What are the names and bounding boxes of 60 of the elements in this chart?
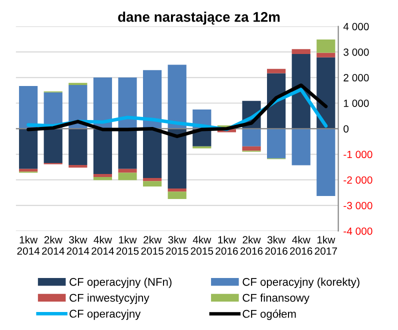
- x-tick-label: 2kw 2016: [240, 236, 263, 255]
- bar: [93, 177, 112, 180]
- chart-title: dane narastające za 12m: [118, 12, 280, 25]
- legend-label: CF finansowy: [242, 294, 310, 304]
- y-tick-label: -2 000: [344, 176, 372, 184]
- bar: [316, 57, 336, 129]
- y-tick-label: 0: [344, 125, 349, 133]
- bar: [143, 181, 162, 186]
- bar: [267, 68, 286, 74]
- bar: [19, 128, 38, 169]
- x-tick-label: 3kw 2015: [166, 236, 188, 255]
- y-tick-label: 2 000: [344, 74, 369, 82]
- x-tick-label: 2kw 2015: [141, 236, 164, 255]
- bar: [168, 64, 186, 129]
- bar: [168, 188, 186, 192]
- bar: [316, 52, 336, 58]
- legend-label: CF inwestycyjny: [70, 294, 150, 304]
- bar: [242, 146, 261, 151]
- bar: [93, 128, 112, 174]
- bar: [118, 78, 137, 129]
- y-tick-label: -4 000: [344, 228, 372, 235]
- bar: [93, 174, 112, 178]
- bar: [242, 128, 261, 146]
- x-tick-label: 3kw 2014: [66, 236, 90, 255]
- bar: [316, 39, 336, 53]
- bar: [316, 128, 336, 196]
- x-tick-label: 4kw 2015: [190, 236, 214, 255]
- x-tick-label: 4kw 2014: [92, 236, 114, 255]
- bar: [68, 165, 88, 168]
- y-tick-label: 4 000: [343, 22, 369, 30]
- bar: [143, 70, 162, 129]
- y-tick-label: -1 000: [344, 150, 372, 158]
- bar: [292, 49, 310, 54]
- x-tick-label: 1kw 2016: [216, 236, 238, 255]
- bar: [168, 128, 186, 189]
- x-tick-label: 4kw 2016: [290, 236, 312, 255]
- bar: [143, 128, 162, 178]
- bar: [118, 128, 137, 169]
- bar: [292, 128, 310, 166]
- x-tick-label: 1kw 2017: [314, 236, 337, 255]
- bar: [168, 192, 186, 200]
- x-tick-label: 3kw 2016: [265, 236, 288, 255]
- x-tick-label: 2kw 2014: [42, 236, 64, 255]
- bar: [267, 128, 286, 158]
- bar: [118, 168, 137, 173]
- bar: [68, 128, 88, 166]
- legend-label: CF operacyjny (NFn): [70, 278, 172, 288]
- x-tick-label: 1kw 2015: [116, 236, 139, 255]
- bar: [118, 172, 137, 180]
- y-tick-label: 3 000: [344, 48, 369, 56]
- x-tick-label: 1kw 2014: [17, 236, 40, 255]
- legend-label: CF operacyjny (korekty): [242, 278, 360, 288]
- y-tick-label: -3 000: [344, 202, 372, 210]
- legend-label: CF ogółem: [242, 310, 296, 320]
- legend-label: CF operacyjny: [70, 310, 141, 320]
- bar: [19, 86, 38, 129]
- bar: [143, 178, 162, 182]
- bar: [44, 128, 62, 163]
- y-tick-label: 1 000: [344, 100, 369, 107]
- line-series: [26, 83, 328, 138]
